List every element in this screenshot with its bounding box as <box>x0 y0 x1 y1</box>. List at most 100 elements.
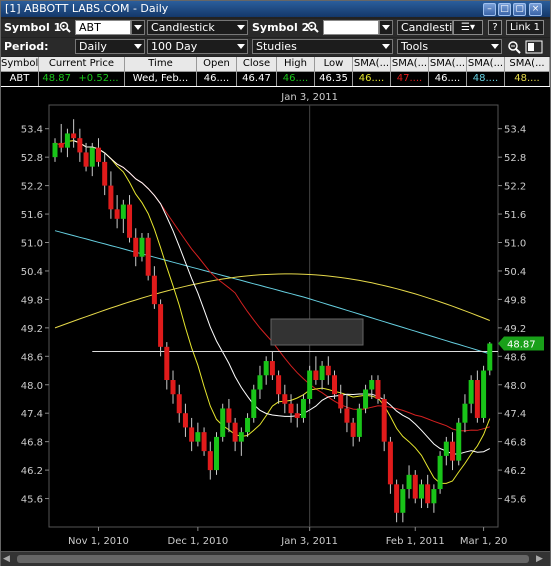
quote-header-10[interactable]: SMA(... <box>467 57 505 71</box>
candle-body-60 <box>425 484 431 504</box>
candle-body-68 <box>474 380 480 418</box>
search-icon-2[interactable] <box>307 21 319 33</box>
candle-body-21 <box>182 413 188 428</box>
quote-header-7[interactable]: SMA(... <box>353 57 391 71</box>
quote-header-4[interactable]: Close <box>237 57 277 71</box>
y-tick-label-left-11: 46.8 <box>21 438 43 449</box>
title-bar: [1] ABBOTT LABS.COM - Daily – □ ▢ × <box>1 1 550 17</box>
zoom-icon[interactable] <box>507 40 521 54</box>
candle-body-27 <box>220 408 226 437</box>
y-tick-label-right-13: 45.6 <box>504 495 526 506</box>
candle-body-45 <box>332 375 338 395</box>
symbol2-dropdown[interactable] <box>379 20 393 35</box>
candle-body-49 <box>356 408 362 437</box>
x-tick-label-0: Nov 1, 2010 <box>68 536 129 547</box>
search-icon[interactable] <box>59 21 71 33</box>
quote-header-2[interactable]: Time <box>125 57 197 71</box>
y-tick-label-left-8: 48.6 <box>21 352 43 363</box>
candle-body-9 <box>108 185 114 210</box>
horizontal-scrollbar[interactable]: ◀ ▶ <box>1 551 550 566</box>
quote-symbol: ABT <box>1 72 39 86</box>
sma-cyan-line <box>54 230 490 355</box>
maximize-icon[interactable]: ▢ <box>513 3 526 16</box>
candle-body-39 <box>294 413 300 418</box>
quote-header-8[interactable]: SMA(... <box>391 57 429 71</box>
tools-dropdown[interactable]: Tools <box>397 39 502 54</box>
link-button[interactable]: Link 1 <box>506 20 544 35</box>
candle-body-57 <box>406 474 412 490</box>
candle-body-10 <box>114 209 120 219</box>
price-chart[interactable]: 53.4 53.4 52.8 52.8 52.2 52.2 51.6 51.6 51.0 51.0… <box>1 87 550 553</box>
chart-type-dropdown[interactable]: Candlestick <box>147 20 248 35</box>
candle-body-23 <box>195 432 201 442</box>
symbol1-input[interactable]: ABT <box>75 20 131 35</box>
y-tick-label-left-13: 45.6 <box>21 495 43 506</box>
last-price-label: 48.87 <box>507 340 536 351</box>
period-dropdown[interactable]: Daily <box>75 39 145 54</box>
candle-body-43 <box>319 365 325 381</box>
symbol2-input[interactable] <box>323 20 379 35</box>
y-tick-label-right-5: 50.4 <box>504 267 526 278</box>
help-button[interactable]: ? <box>488 20 502 35</box>
candle-body-4 <box>77 138 83 153</box>
candle-body-13 <box>133 237 139 257</box>
chart-type2-dropdown[interactable]: Candlestick <box>397 20 453 35</box>
plot-area <box>48 104 499 528</box>
candle-body-53 <box>381 398 387 442</box>
scrollbar-thumb[interactable] <box>17 555 529 563</box>
quote-header-3[interactable]: Open <box>197 57 237 71</box>
chart-svg[interactable]: 53.4 53.4 52.8 52.8 52.2 52.2 51.6 51.6 51.0 51.0… <box>1 87 550 553</box>
symbol1-dropdown[interactable] <box>131 20 145 35</box>
quote-header-9[interactable]: SMA(... <box>429 57 467 71</box>
y-tick-label-right-11: 46.8 <box>504 438 526 449</box>
y-tick-label-left-0: 53.4 <box>21 125 43 136</box>
candle-body-30 <box>238 432 244 442</box>
toolbar-row-2: Period: Daily 100 Day Studies Tools <box>1 38 550 56</box>
y-tick-label-right-12: 46.2 <box>504 466 526 477</box>
chart-type-value: Candlestick <box>151 21 215 34</box>
studies-dropdown[interactable]: Studies <box>252 39 393 54</box>
quote-change: +0.52... <box>73 72 125 86</box>
candle-body-63 <box>443 441 449 456</box>
floating-info-box <box>270 318 364 346</box>
candle-body-51 <box>369 380 375 390</box>
y-tick-label-right-1: 52.8 <box>504 153 526 164</box>
candle-body-37 <box>282 394 288 404</box>
settings-menu-button[interactable]: ☰▾ <box>453 20 483 35</box>
candle-body-18 <box>164 346 170 381</box>
candle-body-16 <box>151 275 157 305</box>
y-tick-label-right-6: 49.8 <box>504 295 526 306</box>
candle-body-35 <box>269 361 275 376</box>
candle-body-36 <box>276 375 282 395</box>
quote-open: 46.... <box>197 72 237 86</box>
quote-header-5[interactable]: High <box>277 57 315 71</box>
toggle-panel-icon[interactable] <box>525 40 543 54</box>
scroll-right-icon[interactable]: ▶ <box>536 554 543 564</box>
period-value: Daily <box>79 40 107 53</box>
y-tick-label-left-6: 49.8 <box>21 295 43 306</box>
quote-header-0[interactable]: Symbol <box>1 57 39 71</box>
x-tick-label-1: Dec 1, 2010 <box>168 536 229 547</box>
minimize-icon[interactable]: – <box>483 3 496 16</box>
x-tick-label-2: Jan 3, 2011 <box>280 536 338 547</box>
candle-body-0 <box>52 142 58 158</box>
quote-low: 46.35 <box>315 72 353 86</box>
quote-sma2: 47.... <box>391 72 429 86</box>
scroll-left-icon[interactable]: ◀ <box>3 554 10 564</box>
range-dropdown[interactable]: 100 Day <box>147 39 248 54</box>
candle-body-70 <box>487 343 493 371</box>
candle-body-14 <box>139 237 145 257</box>
candle-body-11 <box>120 204 126 219</box>
close-icon[interactable]: × <box>529 3 542 16</box>
candle-body-29 <box>232 422 238 442</box>
y-tick-label-right-7: 49.2 <box>504 324 526 335</box>
restore-icon[interactable]: □ <box>498 3 511 16</box>
quote-header-6[interactable]: Low <box>315 57 353 71</box>
quote-header-11[interactable]: SMA(... <box>505 57 550 71</box>
period-label: Period: <box>4 40 49 53</box>
quote-header-1[interactable]: Current Price <box>39 57 125 71</box>
candle-body-41 <box>307 370 313 399</box>
candle-body-7 <box>95 147 101 162</box>
candle-body-19 <box>170 380 176 395</box>
